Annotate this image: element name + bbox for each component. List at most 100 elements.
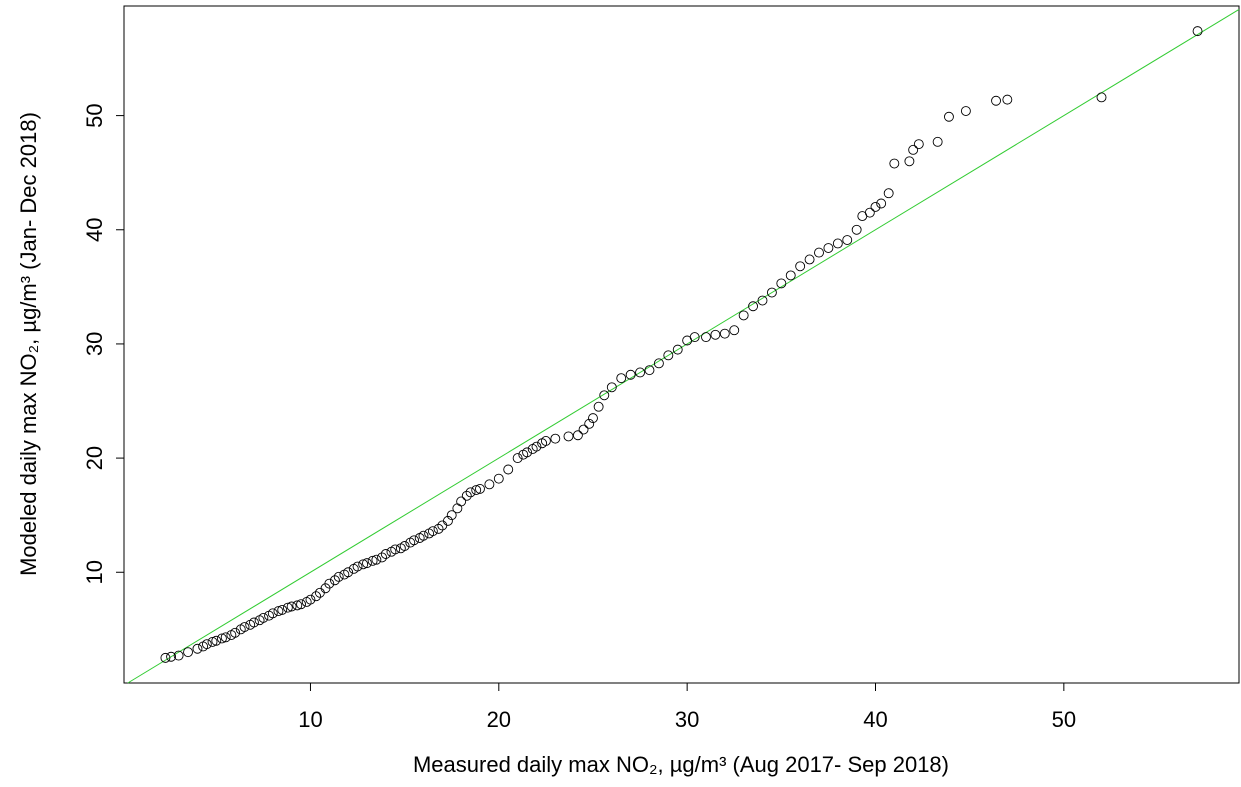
- point: [572, 430, 583, 441]
- point: [166, 651, 177, 662]
- point: [719, 328, 730, 339]
- x-tick-label: 10: [298, 707, 322, 732]
- point: [239, 622, 250, 633]
- point: [804, 254, 815, 265]
- point: [343, 567, 354, 578]
- point: [362, 558, 372, 569]
- point: [390, 544, 401, 555]
- y-tick-label: 30: [82, 332, 107, 356]
- point: [584, 418, 595, 429]
- point: [550, 433, 561, 444]
- point: [471, 485, 482, 496]
- point: [371, 554, 382, 565]
- point: [729, 325, 740, 336]
- point: [672, 344, 683, 355]
- point: [427, 526, 438, 537]
- point: [216, 633, 227, 644]
- point: [183, 647, 193, 658]
- point: [1002, 94, 1013, 105]
- y-axis-title: Modeled daily max NO₂, µg/m³ (Jan- Dec 2…: [16, 112, 41, 576]
- y-tick-label: 20: [82, 446, 107, 470]
- x-tick-label: 20: [487, 707, 511, 732]
- point: [305, 594, 316, 605]
- point: [757, 295, 768, 306]
- point: [599, 390, 610, 401]
- point: [908, 144, 919, 155]
- point: [503, 464, 514, 475]
- point: [593, 401, 604, 412]
- point: [823, 243, 834, 253]
- point: [461, 490, 472, 501]
- point: [588, 413, 598, 424]
- point: [456, 496, 467, 507]
- point: [785, 270, 796, 281]
- point: [377, 552, 387, 563]
- point: [311, 591, 322, 602]
- point: [446, 510, 457, 521]
- point: [352, 561, 363, 572]
- plot-frame: [123, 5, 1240, 684]
- point: [437, 520, 448, 531]
- point: [249, 617, 259, 628]
- point: [433, 523, 444, 534]
- point: [522, 447, 533, 458]
- point: [814, 247, 824, 258]
- point: [795, 261, 806, 272]
- point: [358, 559, 369, 570]
- point: [883, 188, 894, 199]
- point: [452, 503, 463, 514]
- x-tick-label: 30: [675, 707, 699, 732]
- point: [876, 198, 887, 209]
- point: [399, 541, 410, 551]
- point: [201, 639, 212, 650]
- point: [991, 95, 1001, 106]
- point: [333, 571, 344, 582]
- point: [267, 608, 278, 619]
- point: [1096, 92, 1107, 103]
- point: [832, 238, 843, 249]
- point: [192, 643, 203, 654]
- point: [606, 382, 617, 393]
- point: [418, 530, 429, 541]
- point: [296, 599, 306, 610]
- x-tick-label: 40: [863, 707, 887, 732]
- point: [578, 424, 589, 435]
- point: [776, 278, 787, 289]
- point: [635, 367, 646, 378]
- point: [889, 158, 900, 169]
- point: [258, 612, 269, 623]
- point: [512, 453, 523, 464]
- point: [738, 310, 749, 321]
- point: [367, 555, 378, 566]
- point: [563, 431, 574, 442]
- y-tick-label: 10: [82, 560, 107, 584]
- point: [484, 479, 495, 490]
- point: [160, 652, 171, 663]
- point: [230, 627, 241, 638]
- point: [173, 650, 184, 661]
- point: [1192, 26, 1203, 37]
- point: [766, 287, 777, 298]
- point: [904, 156, 915, 167]
- point: [960, 106, 971, 116]
- point: [475, 483, 485, 494]
- point: [282, 602, 293, 613]
- point: [932, 136, 943, 147]
- point: [380, 549, 391, 559]
- identity-line: [127, 8, 1240, 684]
- point: [701, 332, 711, 343]
- point: [913, 139, 924, 150]
- point: [689, 332, 700, 343]
- point: [851, 224, 862, 235]
- point: [220, 632, 231, 643]
- point: [864, 207, 875, 218]
- point: [663, 350, 674, 361]
- x-axis-title: Measured daily max NO₂, µg/m³ (Aug 2017-…: [413, 752, 949, 777]
- point: [273, 606, 284, 617]
- point: [616, 373, 627, 384]
- x-tick-label: 50: [1052, 707, 1076, 732]
- point: [644, 365, 655, 376]
- point: [653, 358, 664, 369]
- point: [277, 604, 288, 615]
